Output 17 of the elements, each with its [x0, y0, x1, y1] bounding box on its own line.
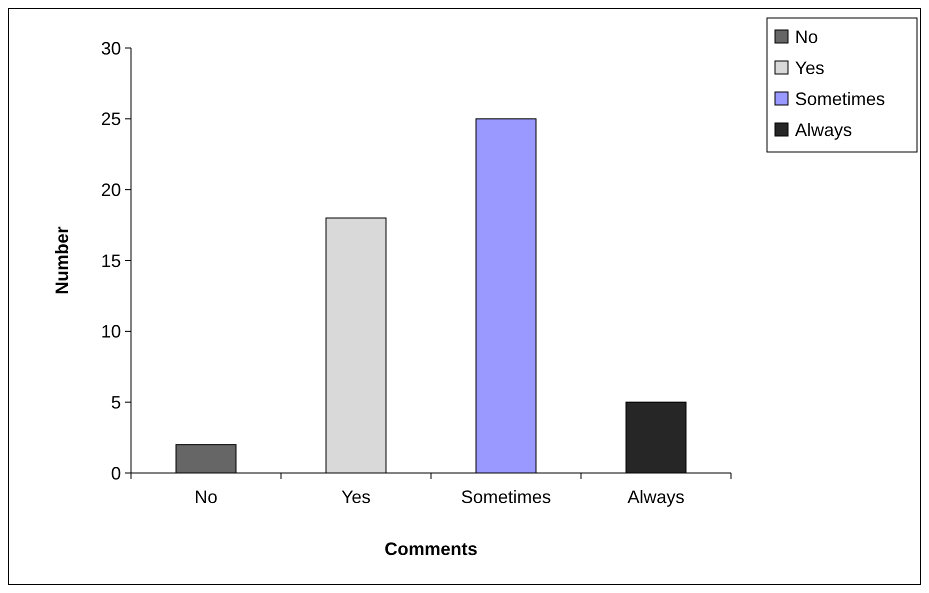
y-axis-title: Number	[52, 226, 72, 295]
legend-label: No	[795, 26, 818, 47]
y-tick-label: 20	[100, 180, 121, 200]
y-tick-label: 30	[100, 38, 121, 58]
y-tick-label: 25	[100, 109, 121, 130]
x-axis-title: Comments	[384, 539, 478, 559]
legend-label: Always	[795, 120, 852, 140]
x-tick-label: Sometimes	[460, 487, 552, 507]
y-tick-label: 15	[100, 250, 121, 271]
x-tick-label: Yes	[341, 487, 371, 507]
y-tick-label: 10	[100, 322, 121, 342]
legend-label: Sometimes	[795, 88, 886, 109]
y-tick-label: 5	[110, 392, 121, 412]
x-tick-label: No	[194, 487, 218, 507]
y-tick-label: 0	[110, 463, 121, 484]
legend-label: Yes	[795, 58, 824, 78]
x-tick-label: Always	[627, 487, 685, 507]
